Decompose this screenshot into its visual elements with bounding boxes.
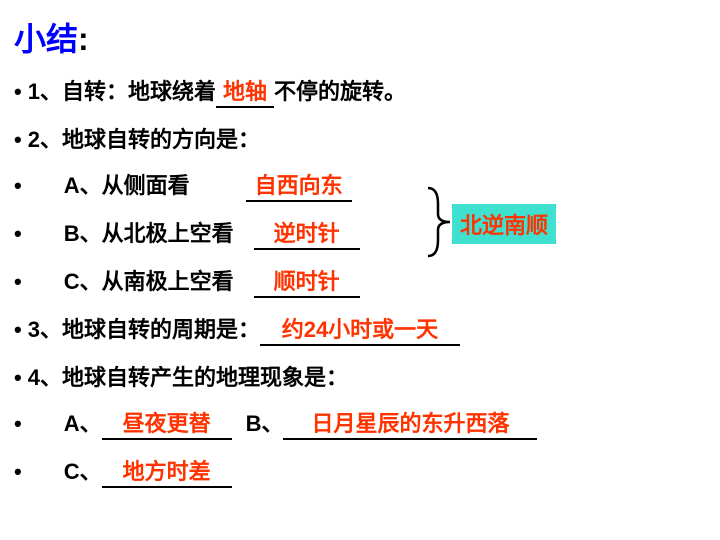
blank-l1: 地轴 [216, 74, 274, 108]
blank-l4b: 日月星辰的东升西落 [283, 406, 537, 440]
l2b-answer: 逆时针 [274, 221, 340, 246]
bullet-icon: • [14, 79, 22, 105]
l4c-answer: 地方时差 [123, 459, 211, 484]
l4b-label: B、 [246, 406, 284, 438]
bullet-icon: • [14, 127, 22, 153]
summary-title: 小结: [14, 14, 706, 60]
brace-icon [426, 186, 454, 258]
blank-l4c: 地方时差 [102, 454, 232, 488]
l1-suffix: 不停的旋转。 [274, 74, 406, 106]
l2a-label: A、从侧面看 [64, 168, 190, 200]
bullet-icon: • [14, 411, 22, 437]
line-4c: • C、 地方时差 [14, 454, 706, 488]
l2c-answer: 顺时针 [274, 269, 340, 294]
l1-answer: 地轴 [223, 79, 267, 104]
bullet-icon: • [14, 173, 22, 199]
l2-text: 2、地球自转的方向是： [28, 122, 260, 154]
line-2b: • B、从北极上空看 逆时针 [14, 216, 706, 250]
line-4ab: • A、 昼夜更替 B、 日月星辰的东升西落 [14, 406, 706, 440]
bullet-icon: • [14, 317, 22, 343]
l4a-answer: 昼夜更替 [123, 411, 211, 436]
bullet-icon: • [14, 269, 22, 295]
bullet-icon: • [14, 459, 22, 485]
line-1: • 1、自转：地球绕着 地轴 不停的旋转。 [14, 74, 706, 108]
l4-text: 4、地球自转产生的地理现象是： [28, 360, 348, 392]
l2a-answer: 自西向东 [255, 173, 343, 198]
l2c-label: C、从南极上空看 [64, 264, 234, 296]
l4a-label: A、 [64, 406, 102, 438]
line-3: • 3、地球自转的周期是： 约24小时或一天 [14, 312, 706, 346]
blank-l2c: 顺时针 [254, 264, 360, 298]
blank-l2b: 逆时针 [254, 216, 360, 250]
l3-answer: 约24小时或一天 [282, 317, 438, 342]
l4b-answer: 日月星辰的东升西落 [311, 411, 509, 436]
line-4: • 4、地球自转产生的地理现象是： [14, 360, 706, 392]
bullet-icon: • [14, 221, 22, 247]
mnemonic-badge: 北逆南顺 [452, 204, 556, 244]
blank-l3: 约24小时或一天 [260, 312, 460, 346]
line-2c: • C、从南极上空看 顺时针 [14, 264, 706, 298]
blank-l2a: 自西向东 [246, 168, 352, 202]
title-colon: : [78, 21, 89, 57]
line-2a: • A、从侧面看 自西向东 [14, 168, 706, 202]
blank-l4a: 昼夜更替 [102, 406, 232, 440]
title-main: 小结 [14, 21, 78, 57]
l4c-label: C、 [64, 454, 102, 486]
bullet-icon: • [14, 365, 22, 391]
l3-prefix: 3、地球自转的周期是： [28, 312, 260, 344]
line-2: • 2、地球自转的方向是： [14, 122, 706, 154]
l2b-label: B、从北极上空看 [64, 216, 234, 248]
l1-prefix: 1、自转：地球绕着 [28, 74, 216, 106]
